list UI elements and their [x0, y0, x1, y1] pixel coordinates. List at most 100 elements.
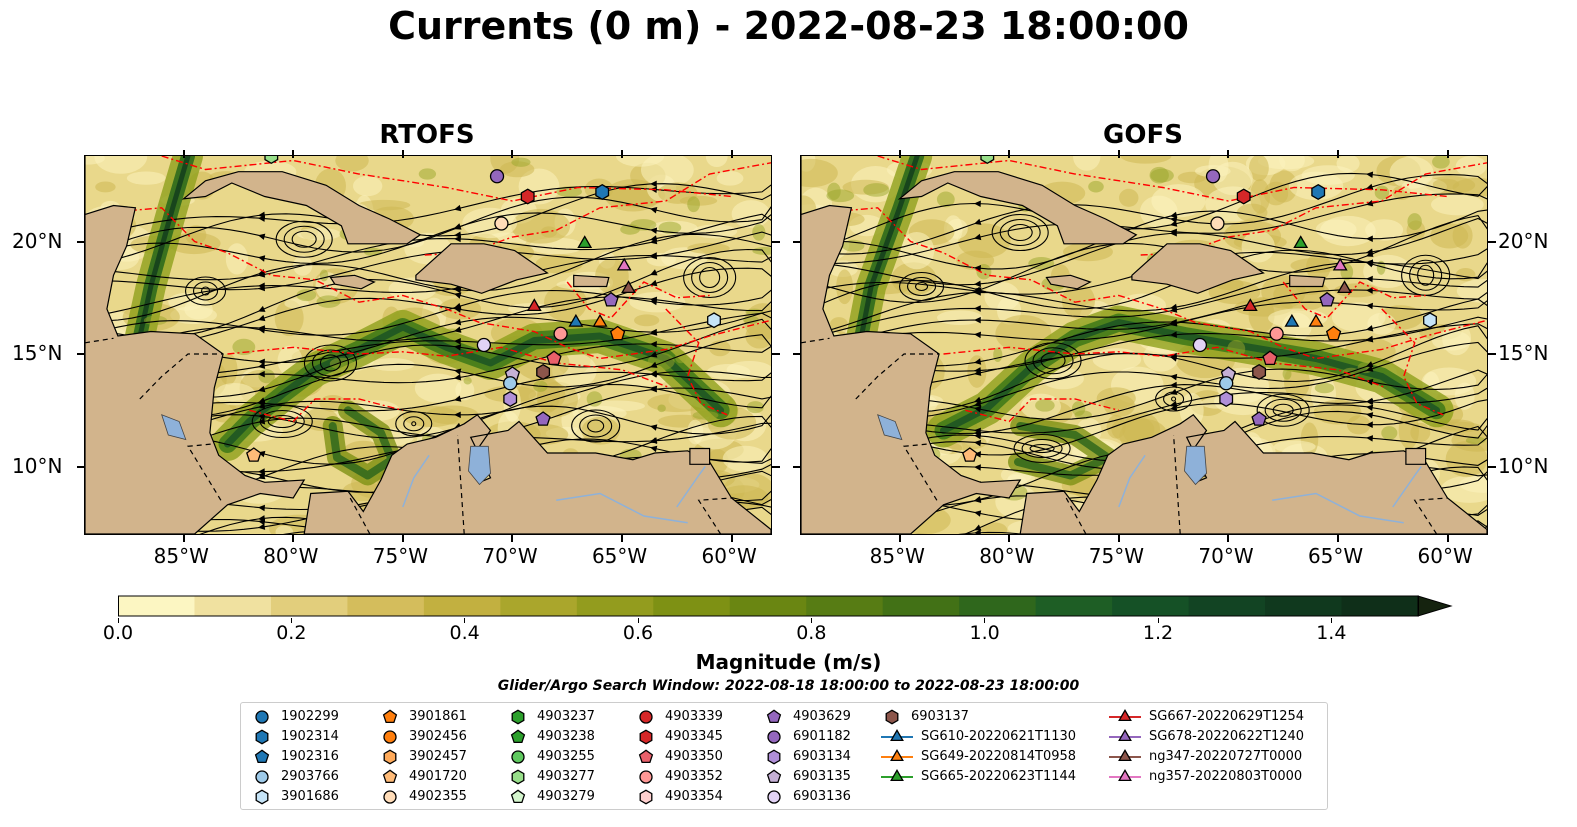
- observation-marker: [526, 298, 542, 312]
- lon-label: 80°W: [979, 544, 1035, 568]
- lat-label: 10°N: [1498, 453, 1549, 478]
- legend-marker-icon: [1109, 708, 1141, 722]
- lon-label: 65°W: [591, 544, 648, 568]
- observation-legend: 1902299 1902314 1902316 2903766 3901686 39018…: [240, 702, 1328, 810]
- lon-tick: [292, 150, 295, 158]
- colorbar-segment: [1112, 596, 1190, 616]
- legend-marker-icon: [510, 789, 526, 804]
- lat-tick: [793, 240, 801, 243]
- legend-item: 1902314: [251, 726, 339, 746]
- lon-label: 65°W: [1307, 544, 1364, 568]
- legend-marker: [383, 730, 397, 744]
- legend-marker-icon: [767, 790, 781, 804]
- colorbar-tick-label: 1.2: [1142, 622, 1174, 644]
- observation-markers: [246, 156, 721, 462]
- legend-marker: [1118, 728, 1132, 742]
- legend-marker: [639, 789, 653, 805]
- colorbar-tick: [810, 618, 812, 623]
- observation-markers: [962, 156, 1437, 462]
- gofs-map-title: GOFS: [1103, 120, 1183, 150]
- lat-tick: [772, 240, 780, 243]
- legend-marker: [383, 790, 397, 804]
- map-canvas: [801, 156, 1487, 534]
- legend-label: ng347-20220727T0000: [1149, 748, 1303, 764]
- colorbar-segment: [194, 596, 272, 616]
- legend-item: 4903629: [763, 706, 851, 726]
- colorbar-tick-label: 0.6: [622, 622, 654, 644]
- legend-marker: [767, 730, 781, 744]
- legend-item: SG665-20220623T1144: [881, 766, 1076, 786]
- lon-tick: [1336, 150, 1339, 158]
- legend-marker-icon: [511, 750, 525, 764]
- legend-label: 4903629: [793, 708, 851, 724]
- legend-item: 4903255: [507, 746, 595, 766]
- colorbar-tick: [464, 618, 466, 623]
- legend-marker-icon: [255, 710, 269, 724]
- lat-tick: [772, 353, 780, 355]
- legend-item: 6903136: [763, 786, 851, 806]
- colorbar-segment: [806, 596, 884, 616]
- legend-marker-icon: [254, 749, 270, 764]
- legend-label: 6903137: [911, 708, 969, 724]
- observation-marker: [595, 183, 610, 201]
- legend-label: 4903345: [665, 728, 723, 744]
- legend-marker: [382, 709, 398, 724]
- legend-marker: [383, 749, 397, 765]
- legend-label: 3901861: [409, 708, 467, 724]
- lat-label: 15°N: [12, 341, 63, 365]
- observation-marker: [1262, 350, 1278, 366]
- legend-item: 4903277: [507, 766, 595, 786]
- rtofs-map-title: RTOFS: [379, 120, 475, 150]
- legend-marker-icon: [255, 729, 269, 745]
- legend-label: 4903237: [537, 708, 595, 724]
- lon-label: 60°W: [1417, 544, 1473, 568]
- legend-marker-icon: [1109, 728, 1141, 742]
- legend-marker-icon: [255, 770, 269, 784]
- lon-tick: [1227, 534, 1230, 542]
- legend-item: 6903137: [881, 706, 969, 726]
- lat-tick: [772, 465, 780, 468]
- magnitude-colorbar: [118, 594, 1453, 618]
- lon-label: 70°W: [482, 544, 538, 568]
- legend-label: SG610-20220621T1130: [921, 728, 1077, 744]
- colorbar-tick-label: 0.2: [276, 622, 307, 644]
- observation-marker: [980, 156, 995, 165]
- observation-marker: [609, 325, 626, 341]
- legend-marker-icon: [383, 790, 397, 804]
- colorbar-label: Magnitude (m/s): [695, 650, 882, 674]
- legend-marker-icon: [1109, 768, 1141, 782]
- observation-marker: [1293, 235, 1309, 249]
- legend-item: 4903352: [635, 766, 723, 786]
- colorbar-segment: [729, 596, 807, 616]
- legend-marker-icon: [767, 730, 781, 744]
- observation-marker: [494, 216, 509, 231]
- lon-tick: [620, 150, 623, 158]
- figure-title: Currents (0 m) - 2022-08-23 18:00:00: [388, 4, 1189, 48]
- lon-tick: [620, 534, 623, 542]
- lon-tick: [1008, 534, 1011, 542]
- legend-item: 4901720: [379, 766, 467, 786]
- legend-label: 6901182: [793, 728, 851, 744]
- legend-item: SG678-20220622T1240: [1109, 726, 1304, 746]
- legend-marker-icon: [639, 729, 653, 745]
- observation-marker: [1242, 298, 1258, 312]
- observation-marker: [246, 447, 262, 462]
- legend-marker-icon: [881, 728, 913, 742]
- legend-label: 4903350: [665, 748, 723, 764]
- observation-marker: [1325, 325, 1342, 341]
- legend-item: 3901686: [251, 786, 339, 806]
- legend-label: 1902314: [281, 728, 339, 744]
- legend-label: 4902355: [409, 788, 467, 804]
- legend-marker: [510, 789, 526, 804]
- legend-item: 4903345: [635, 726, 723, 746]
- lon-tick: [182, 534, 185, 542]
- colorbar-segment: [959, 596, 1037, 616]
- legend-marker: [639, 729, 653, 745]
- legend-label: 4903354: [665, 788, 723, 804]
- legend-label: ng357-20220803T0000: [1149, 768, 1303, 784]
- observation-marker: [616, 257, 632, 271]
- legend-label: SG678-20220622T1240: [1149, 728, 1305, 744]
- gofs-current-map: [800, 155, 1488, 535]
- lon-tick: [898, 534, 901, 542]
- lon-label: 80°W: [263, 544, 319, 568]
